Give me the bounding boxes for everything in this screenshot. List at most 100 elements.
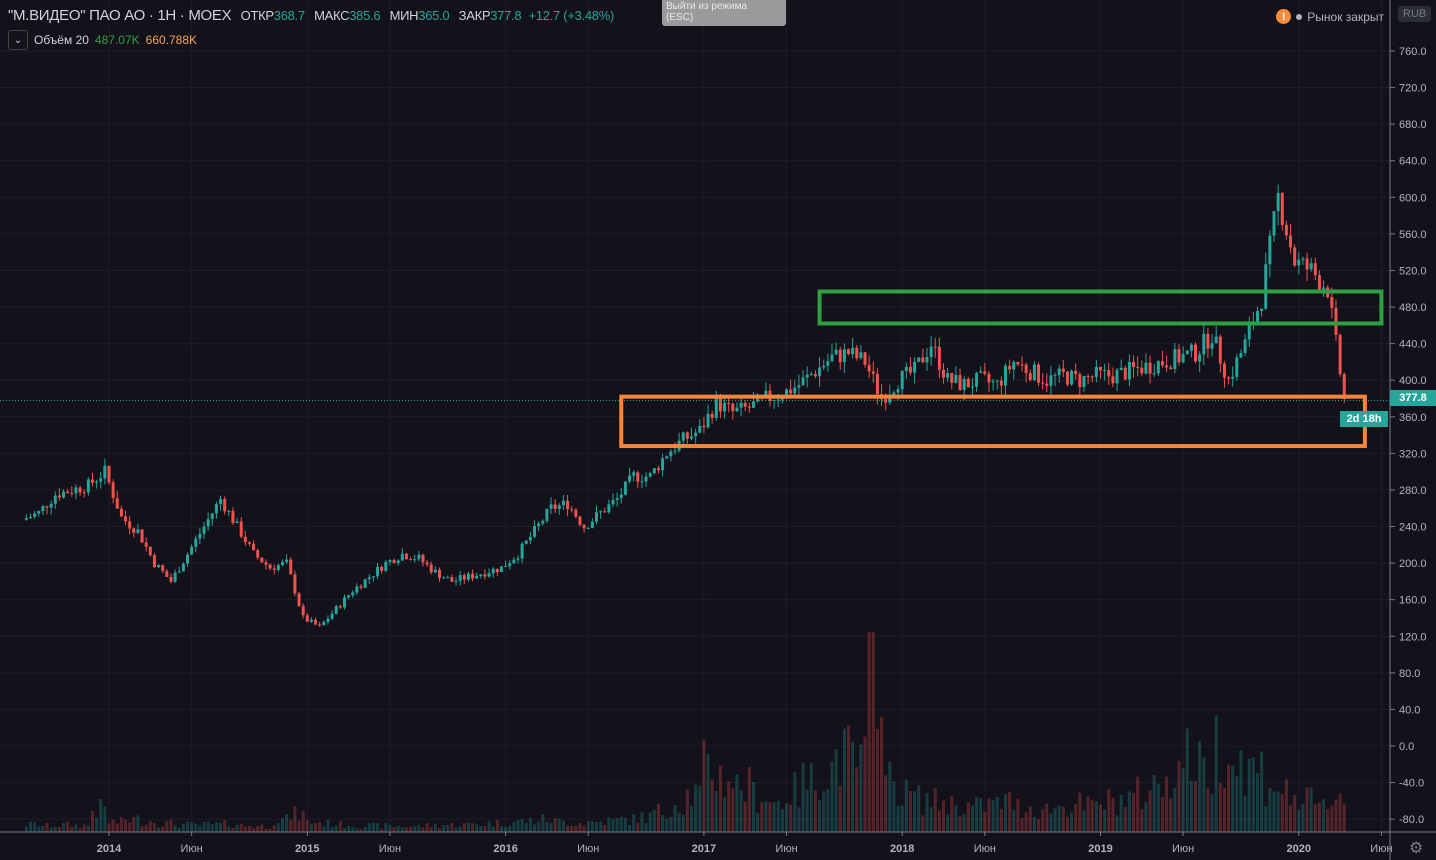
volume-bar xyxy=(458,826,462,832)
volume-bar xyxy=(309,823,313,832)
high-value: 385.6 xyxy=(349,8,381,23)
candle-body xyxy=(363,579,367,588)
volume-bar xyxy=(1016,798,1020,832)
volume-bar xyxy=(1297,809,1301,832)
volume-bar xyxy=(1144,801,1148,832)
volume-bar xyxy=(1264,805,1268,832)
volume-bar xyxy=(557,818,561,832)
volume-bar xyxy=(66,822,70,832)
exit-fullscreen-hint[interactable]: Выйти из режима (ESC) xyxy=(662,0,786,26)
candle-body xyxy=(603,511,607,513)
warning-icon[interactable]: ! xyxy=(1276,9,1292,24)
candle-body xyxy=(376,566,380,577)
volume-bar xyxy=(921,815,925,832)
volume-bar xyxy=(388,824,392,832)
candle-body xyxy=(471,573,475,579)
volume-bar xyxy=(252,827,256,832)
gear-icon[interactable]: ⚙ xyxy=(1409,840,1424,857)
volume-bar xyxy=(826,789,830,832)
candle-body xyxy=(1136,367,1140,369)
volume-bar xyxy=(347,825,351,832)
candle-body xyxy=(1140,367,1144,374)
volume-bar xyxy=(1065,816,1069,832)
volume-bar xyxy=(512,822,516,832)
volume-bar xyxy=(487,821,491,832)
volume-bar xyxy=(888,761,892,832)
volume-bar xyxy=(301,810,305,832)
volume-bar xyxy=(367,823,371,832)
candle-body xyxy=(1123,367,1127,380)
volume-bar xyxy=(1169,798,1173,832)
candle-body xyxy=(1008,365,1012,370)
volume-bar xyxy=(917,785,921,832)
candle-body xyxy=(355,586,359,593)
candle-body xyxy=(322,621,326,626)
candle-body xyxy=(161,565,165,572)
candle-body xyxy=(144,542,148,547)
candle-body xyxy=(107,465,111,483)
candle-body xyxy=(487,573,491,577)
candle-body xyxy=(1210,343,1214,349)
candle-body xyxy=(475,575,479,579)
volume-bar xyxy=(665,818,669,832)
volume-bar xyxy=(363,826,367,832)
volume-bar xyxy=(541,814,545,832)
volume-bar xyxy=(830,761,834,832)
candle-body xyxy=(1115,369,1119,384)
candle-body xyxy=(223,499,227,512)
candle-body xyxy=(896,389,900,393)
volume-bar xyxy=(285,813,289,832)
candle-body xyxy=(1235,357,1239,377)
volume-bar xyxy=(813,790,817,832)
candle-body xyxy=(309,619,313,622)
candle-body xyxy=(462,575,466,580)
volume-bar xyxy=(483,826,487,832)
candle-body xyxy=(1260,308,1264,312)
volume-bar xyxy=(958,816,962,832)
volume-bar xyxy=(987,798,991,832)
volume-bar xyxy=(1041,809,1045,832)
candle-body xyxy=(1280,193,1284,225)
currency-badge[interactable]: RUB xyxy=(1398,6,1432,22)
candle-body xyxy=(1330,296,1334,308)
volume-bar xyxy=(508,825,512,832)
volume-bar xyxy=(318,821,322,832)
y-tick-label: 40.0 xyxy=(1399,704,1420,716)
volume-bar xyxy=(1115,815,1119,832)
volume-bar xyxy=(185,821,189,832)
chevron-down-icon[interactable]: ⌄ xyxy=(8,30,28,50)
market-status[interactable]: ! Рынок закрыт xyxy=(1276,9,1384,24)
candle-body xyxy=(520,543,524,559)
y-tick-label: 520.0 xyxy=(1399,265,1427,277)
candle-body xyxy=(789,389,793,394)
volume-bar xyxy=(875,728,879,832)
volume-bar xyxy=(471,823,475,832)
y-tick-label: -40.0 xyxy=(1399,778,1424,790)
volume-bar xyxy=(537,821,541,832)
candle-body xyxy=(1218,336,1222,364)
volume-bar xyxy=(991,800,995,832)
candle-body xyxy=(1198,354,1202,362)
candle-body xyxy=(586,527,590,529)
candle-body xyxy=(619,494,623,499)
volume-bar xyxy=(421,827,425,832)
change-value: +12.7 (+3.48%) xyxy=(528,8,615,23)
candle-body xyxy=(1078,374,1082,387)
volume-legend: ⌄ Объём 20 487.07K 660.788K xyxy=(8,30,197,50)
x-tick-label: Июн xyxy=(577,843,599,855)
x-tick-label: Июн xyxy=(1172,843,1194,855)
candle-body xyxy=(731,403,735,412)
volume-bar xyxy=(37,826,41,832)
volume-bar xyxy=(128,822,132,832)
candle-body xyxy=(247,542,251,544)
x-tick-label: 2015 xyxy=(295,843,319,855)
candle-body xyxy=(599,511,603,513)
volume-bar xyxy=(913,791,917,832)
volume-bar xyxy=(90,810,94,832)
x-tick-label: Июн xyxy=(181,843,203,855)
volume-bar xyxy=(995,796,999,832)
volume-bar xyxy=(545,821,549,832)
volume-bar xyxy=(524,822,528,832)
candle-body xyxy=(57,495,61,498)
